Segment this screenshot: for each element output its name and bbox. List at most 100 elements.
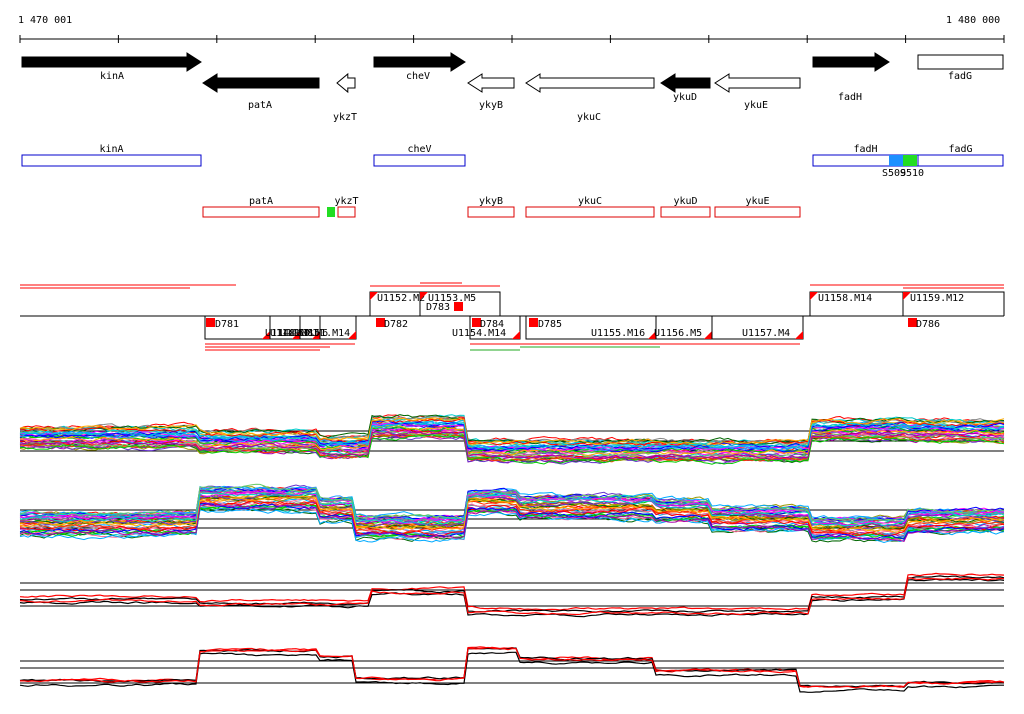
gene-arrow-patA[interactable] <box>202 73 320 93</box>
minus-unit-ykuC[interactable] <box>525 206 655 218</box>
gene-label-fadG: fadG <box>948 71 972 82</box>
segment-flag <box>420 292 428 300</box>
minus-unit-ykzT[interactable] <box>337 206 356 218</box>
gene-arrow-fadG[interactable] <box>917 54 1004 70</box>
gene-label-ykuE: ykuE <box>744 100 768 111</box>
gene-arrow-ykuD[interactable] <box>660 73 711 93</box>
minus-unit-ykuE[interactable] <box>714 206 801 218</box>
segment-flag <box>262 331 270 339</box>
minus-unit-label-ykuC: ykuC <box>578 196 602 207</box>
plus-marker-S510[interactable] <box>903 155 917 166</box>
expression-profile-line <box>19 424 1005 457</box>
breakpoint-D781[interactable] <box>206 318 215 327</box>
gene-label-patA: patA <box>248 100 272 111</box>
plus-marker-S509[interactable] <box>889 155 903 166</box>
expression-profile-line <box>19 414 1005 446</box>
breakpoint-label-D782: D782 <box>384 319 408 330</box>
minus-unit-label-patA: patA <box>249 196 273 207</box>
gene-arrow-kinA[interactable] <box>21 52 202 72</box>
expression-profile-line <box>19 572 1005 611</box>
ruler-ticks <box>19 35 1005 43</box>
lower-segment-label-U1156.M5: U1156.M5 <box>654 328 702 339</box>
minus-unit-label-ykuE: ykuE <box>745 196 769 207</box>
minus-unit-ykuD[interactable] <box>660 206 711 218</box>
breakpoint-D785[interactable] <box>529 318 538 327</box>
upper-segment-label-U1159.M12: U1159.M12 <box>910 293 964 304</box>
plus-unit-label-fadH: fadH <box>853 144 877 155</box>
minus-unit-label-ykzT: ykzT <box>334 196 358 207</box>
plus-unit-cheV[interactable] <box>373 154 466 167</box>
upper-segment-label-U1152.M2: U1152.M2 <box>377 293 425 304</box>
breakpoint-D786[interactable] <box>908 318 917 327</box>
expression-profile-line <box>19 418 1005 452</box>
lower-segment-U1151.M14[interactable] <box>319 316 357 340</box>
breakpoint-label-D783: D783 <box>426 302 450 313</box>
breakpoint-label-D781: D781 <box>215 319 239 330</box>
segment-flag <box>512 331 520 339</box>
expression-profile-line <box>19 651 1004 693</box>
expression-profile-line <box>19 495 1005 534</box>
lower-segment-label-U1155.M16: U1155.M16 <box>591 328 645 339</box>
minus-unit-ykyB[interactable] <box>467 206 515 218</box>
gene-label-ykzT: ykzT <box>333 112 357 123</box>
expression-profile-line <box>19 414 1005 445</box>
segment-flag <box>292 331 300 339</box>
breakpoint-label-D785: D785 <box>538 319 562 330</box>
minus-unit-label-ykyB: ykyB <box>479 196 503 207</box>
ruler-start-label: 1 470 001 <box>18 15 72 26</box>
segment-flag <box>312 331 320 339</box>
gene-arrow-ykyB[interactable] <box>467 73 515 93</box>
upper-segment-U1153.M5[interactable] <box>419 291 501 316</box>
breakpoint-D784[interactable] <box>472 318 481 327</box>
lower-segment-label-U1154.M14: U1154.M14 <box>452 328 506 339</box>
gene-arrow-ykuC[interactable] <box>525 73 655 93</box>
upper-segment-label-U1153.M5: U1153.M5 <box>428 293 476 304</box>
lower-segment-U1154.M14[interactable] <box>469 316 521 340</box>
expression-profile-line <box>19 492 1005 527</box>
expression-profile-line <box>19 578 1005 618</box>
plus-marker-label-S509: S509 <box>882 168 906 179</box>
breakpoint-label-D786: D786 <box>916 319 940 330</box>
expression-profile-line <box>19 646 1005 689</box>
segment-flag <box>704 331 712 339</box>
gene-arrow-ykzT[interactable] <box>336 72 356 94</box>
plus-unit-label-cheV: cheV <box>407 144 431 155</box>
segment-flag <box>903 292 911 300</box>
breakpoint-label-D784: D784 <box>480 319 504 330</box>
plus-marker-label-S510: S510 <box>900 168 924 179</box>
gene-arrow-fadH[interactable] <box>812 52 890 72</box>
expression-panel-plus-strand <box>19 414 1005 465</box>
expression-panel-minus-strand-summary <box>19 646 1005 693</box>
coordinate-ruler: 1 470 001 1 480 000 <box>18 15 1005 43</box>
minus-marker[interactable] <box>327 207 335 217</box>
segment-flag <box>795 331 803 339</box>
gene-arrow-ykuE[interactable] <box>714 73 801 93</box>
lower-segment-label-U1148.M8: U1148.M8 <box>265 328 313 339</box>
expression-profile-line <box>19 417 1005 446</box>
segment-flag <box>648 331 656 339</box>
ruler-end-label: 1 480 000 <box>946 15 1000 26</box>
expression-profile-line <box>19 417 1004 448</box>
gene-annotation-track: kinA patA ykzT cheV ykyB ykuC ykuD ykuE fadH fadG <box>21 52 1004 123</box>
lower-segment-U1157.M4[interactable] <box>711 316 804 340</box>
gene-label-fadH: fadH <box>838 92 862 103</box>
plus-unit-fadG[interactable] <box>917 154 1004 167</box>
plus-unit-kinA[interactable] <box>21 154 202 167</box>
lower-segment-label-U1149.M1: U1149.M1 <box>270 328 318 339</box>
expression-profile-line <box>20 495 1005 531</box>
expression-profile-line <box>19 577 1005 616</box>
gene-arrow-cheV[interactable] <box>373 52 466 72</box>
lower-segment-label-U1157.M4: U1157.M4 <box>742 328 790 339</box>
gene-label-ykyB: ykyB <box>479 100 503 111</box>
segment-flag <box>370 292 378 300</box>
gene-label-kinA: kinA <box>100 71 124 82</box>
plus-unit-label-fadG: fadG <box>948 144 972 155</box>
expression-profile-line <box>19 503 1005 542</box>
breakpoint-D783[interactable] <box>454 302 463 311</box>
upper-segment-U1159.M12[interactable] <box>902 291 1005 316</box>
breakpoint-D782[interactable] <box>376 318 385 327</box>
minus-unit-patA[interactable] <box>202 206 320 218</box>
segment-flag <box>348 331 356 339</box>
